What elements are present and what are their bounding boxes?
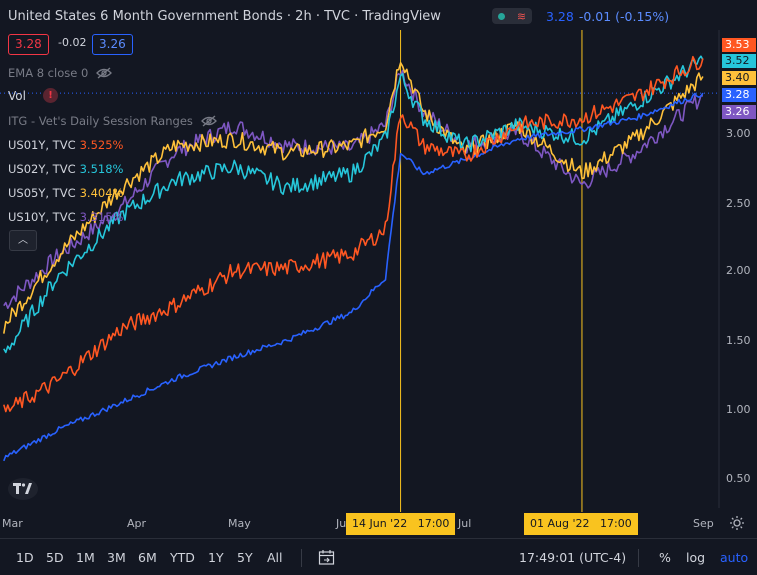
range-6m[interactable]: 6M [138,550,157,565]
series-line-us10y[interactable] [3,69,703,310]
range-5d[interactable]: 5D [46,550,64,565]
range-1m[interactable]: 1M [76,550,95,565]
range-1d[interactable]: 1D [16,550,34,565]
series-line-us6m[interactable] [3,92,704,462]
range-3m[interactable]: 3M [107,550,126,565]
divider [638,549,639,567]
range-all[interactable]: All [267,550,283,565]
log-scale-toggle[interactable]: log [686,550,706,565]
clock-timezone[interactable]: 17:49:01 (UTC-4) [519,550,627,565]
bid-price-box[interactable]: 3.28 [8,34,49,55]
series-line-us05y[interactable] [3,61,704,334]
range-5y[interactable]: 5Y [237,550,253,565]
series-line-us01y[interactable] [3,55,704,413]
price-chart[interactable] [0,0,757,538]
series-line-us02y[interactable] [3,55,704,354]
goto-date-calendar-icon[interactable] [318,549,335,566]
chart-area[interactable] [0,0,757,538]
auto-scale-toggle[interactable]: auto [720,550,749,565]
divider [301,549,302,567]
range-1y[interactable]: 1Y [208,550,224,565]
ask-price-box[interactable]: 3.26 [92,34,133,55]
percent-scale-toggle[interactable]: % [659,550,671,565]
bottom-toolbar: 1D 5D 1M 3M 6M YTD 1Y 5Y All 17:49:01 (U… [0,538,757,575]
range-ytd[interactable]: YTD [170,550,195,565]
